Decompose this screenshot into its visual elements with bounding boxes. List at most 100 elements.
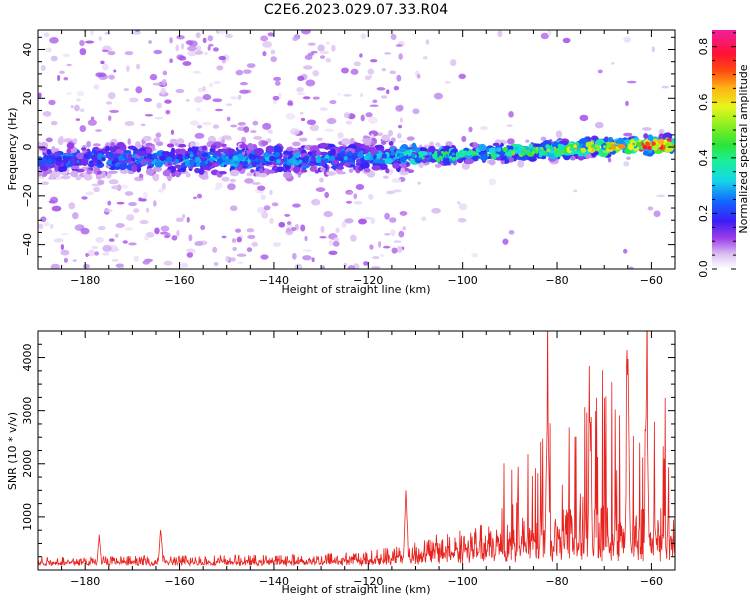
spectrogram-cell (45, 137, 53, 143)
spectrogram-cell (337, 132, 344, 139)
spectrogram-cell (388, 129, 394, 137)
spectrogram-cell (314, 169, 319, 174)
spectrogram-cell (384, 212, 390, 220)
spectrogram-cell (148, 40, 152, 44)
spectrogram-cell (302, 96, 311, 100)
spectrogram-cell (186, 252, 194, 258)
spectrogram-cell (102, 244, 112, 252)
spectrogram-cell (177, 143, 187, 148)
spectrogram-cell (441, 151, 445, 155)
spectrogram-cell (372, 99, 378, 104)
spectrogram-cell (79, 40, 85, 47)
spectrogram-cell (142, 135, 152, 142)
spectrogram-cell (580, 147, 587, 153)
spectrogram-cell (60, 249, 70, 256)
spectrogram-cell (209, 82, 214, 88)
spectrogram-cell (301, 30, 311, 35)
spectrogram-cell (396, 153, 401, 157)
spectrogram-cell (302, 65, 313, 70)
spectrogram-cell (162, 70, 168, 76)
spectrogram-cell (382, 175, 389, 179)
spectrogram-cell (369, 104, 379, 107)
spectrogram-cell (70, 165, 80, 170)
snr-x-label: Height of straight line (km) (281, 583, 430, 596)
spectrogram-cell (93, 186, 101, 193)
spectrogram-cell (434, 163, 442, 168)
spectrogram-cell (60, 243, 65, 251)
spectrogram-cell (212, 98, 223, 103)
spectrogram-cell (239, 143, 248, 149)
spectrogram-cell (175, 88, 185, 94)
spectrogram-cell (574, 150, 583, 155)
spectrogram-cell (353, 200, 363, 205)
spectrogram-cell (326, 117, 337, 125)
spectrogram-cell (202, 37, 207, 43)
spectrogram-cell (359, 53, 363, 58)
spectrogram-cell (416, 73, 421, 79)
spectrogram-cell (113, 157, 119, 163)
spectrogram-cell (412, 108, 420, 115)
spectrogram-cell (391, 178, 402, 183)
spectrogram-cell (341, 67, 349, 74)
spectrogram-cell (647, 145, 652, 151)
spectrogram-cell (250, 130, 257, 134)
spectrogram-cell (41, 161, 47, 166)
spectrogram-cell (310, 50, 318, 54)
spectrogram-cell (176, 35, 185, 40)
spectrogram-cell (94, 251, 100, 256)
spectrogram-cell (107, 50, 116, 56)
spectrogram-cell (126, 214, 135, 221)
spectrogram-cell (138, 197, 143, 202)
spectrogram-cell (195, 50, 204, 55)
spectrogram-cell (200, 225, 206, 231)
spectrogram-cell (43, 221, 50, 227)
spectrogram-cell (194, 154, 198, 158)
spectrogram-cell (140, 123, 146, 127)
spectrogram-cell (381, 153, 387, 159)
spectrogram-cell (246, 247, 253, 253)
spectrogram-cell (194, 96, 204, 103)
spectrogram-cell (216, 65, 224, 71)
spectrogram-cell (259, 158, 265, 163)
spectrogram-cell (111, 185, 120, 190)
spectrogram-cell (461, 135, 467, 143)
spectrogram-cell (457, 158, 463, 164)
spectrogram-cell (323, 211, 333, 218)
spectrogram-cell (174, 158, 180, 164)
spectrogram-cell (346, 150, 353, 157)
spectrogram-cell (317, 44, 325, 52)
spectrogram-cell (393, 85, 400, 91)
spectrogram-cell (602, 145, 606, 149)
spectrogram-cell (372, 256, 380, 260)
spectrogram-cell (229, 205, 238, 212)
spectrogram-cell (269, 155, 276, 162)
spectrogram-cell (91, 245, 99, 250)
spectrogram-cell (146, 207, 150, 213)
spectrogram-cell (353, 193, 358, 200)
spectrogram-cell (110, 141, 115, 148)
colorbar-tick-label: 0.0 (697, 260, 710, 278)
spectrogram-cell (254, 148, 264, 156)
spectrogram-cell (136, 63, 141, 70)
spectrogram-cell (664, 142, 671, 148)
spectrogram-cell (653, 210, 661, 218)
spectrogram-cell (237, 122, 246, 126)
spectrogram-cell (647, 134, 654, 142)
spectrogram-panel: −180 −160 −140 −120 −100 −80 −60 −40 −20 0 20 40 He… (6, 29, 676, 296)
spectrogram-cell (319, 167, 326, 172)
spectrogram-cell (264, 157, 269, 161)
spectrogram-cell (506, 124, 513, 127)
spectrogram-cell (267, 129, 273, 134)
spectrogram-cell (278, 92, 282, 100)
spectrogram-cell (390, 151, 395, 156)
spectrogram-cell (116, 201, 125, 205)
spectrogram-cell (95, 129, 102, 132)
spectrogram-cell (76, 90, 85, 97)
spectrogram-cell (276, 159, 281, 164)
figure-title: C2E6.2023.029.07.33.R04 (264, 2, 448, 18)
spectrogram-cell (587, 147, 593, 153)
spectrogram-cell (363, 137, 373, 146)
spectrogram-cell (397, 140, 407, 143)
spectrogram-cell (174, 164, 182, 169)
spectrogram-cell (343, 262, 348, 268)
